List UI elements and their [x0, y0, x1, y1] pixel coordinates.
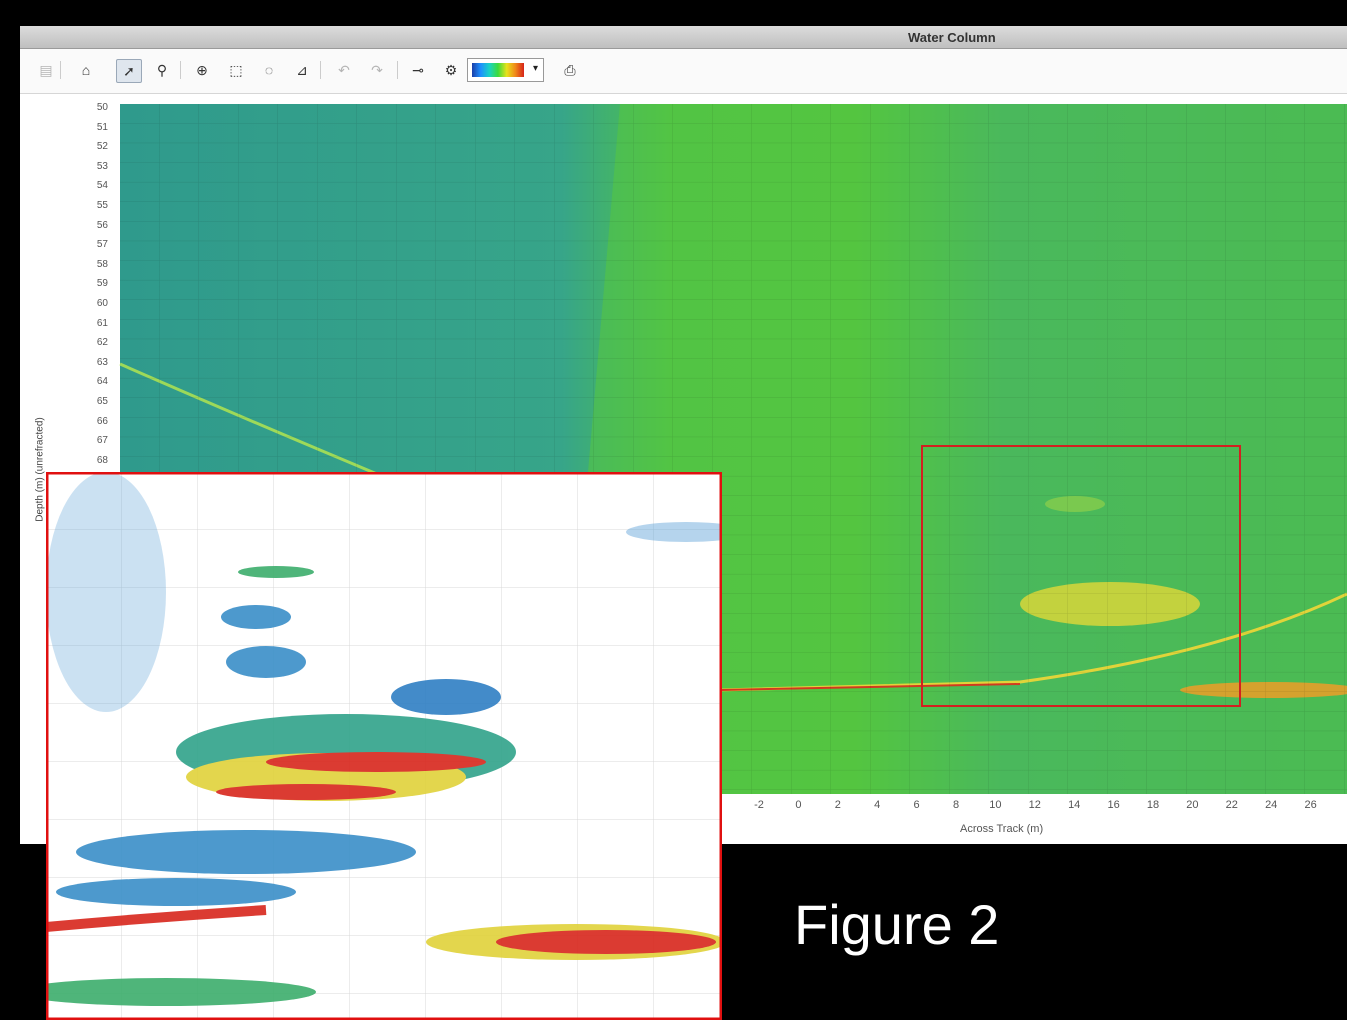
x-tick-label: 8 [952, 799, 960, 811]
colormap-swatch [472, 63, 524, 77]
redo-icon[interactable]: ↷ [371, 61, 383, 78]
water-column-plot[interactable]: Depth (m) (unrefracted) 50 51 52 53 54 55 56 57… [20, 94, 1347, 844]
y-tick-label: 54 [96, 180, 108, 192]
x-tick-label: -2 [754, 799, 764, 811]
y-tick-label: 68 [96, 454, 108, 466]
polygon-select-icon[interactable]: ⊿ [296, 61, 308, 78]
home-icon[interactable]: ⌂ [81, 62, 91, 78]
y-tick-label: 60 [96, 298, 108, 309]
y-tick-label: 51 [96, 121, 108, 133]
x-tick-label: 12 [1028, 799, 1041, 811]
toolbar-separator [320, 61, 321, 79]
y-tick-label: 52 [96, 141, 108, 153]
y-tick-label: 67 [96, 435, 108, 447]
toolbar-separator [397, 61, 398, 79]
y-tick-label: 50 [96, 102, 108, 113]
water-column-window: Water Column ▾ ▤ ⌂ ➚ ⚲ ⊕ ⬚ ◌ ⊿ ↶ ↷ ⊸ ⚙ ⎙ [20, 26, 1347, 844]
x-tick-label: 10 [989, 799, 1002, 811]
x-tick-label: 24 [1265, 799, 1278, 811]
x-tick-label: 2 [834, 799, 841, 811]
y-tick-label: 61 [96, 317, 108, 329]
y-tick-label: 53 [96, 160, 108, 172]
point-tool-icon[interactable]: ⊸ [412, 61, 424, 78]
title-bar: Water Column [20, 26, 1347, 49]
x-tick-label: 20 [1186, 799, 1199, 811]
y-tick-label: 57 [96, 239, 108, 251]
save-icon[interactable]: ▤ [39, 61, 53, 78]
y-tick-label: 62 [96, 337, 108, 349]
y-tick-label: 58 [96, 258, 108, 270]
zoom-in-icon[interactable]: ⊕ [196, 61, 208, 78]
x-tick-label: 22 [1225, 799, 1238, 811]
x-tick-label: 6 [913, 799, 920, 811]
x-tick-label: 14 [1068, 799, 1081, 811]
search-icon[interactable]: ⚲ [156, 61, 168, 78]
toolbar-separator [60, 61, 61, 79]
y-tick-label: 66 [96, 415, 108, 427]
y-tick-label: 56 [96, 219, 108, 231]
chevron-down-icon: ▾ [532, 63, 538, 74]
lasso-icon[interactable]: ◌ [264, 62, 274, 78]
zoomed-inset [46, 472, 722, 1020]
x-tick-label: 4 [874, 799, 881, 811]
pointer-icon[interactable]: ➚ [116, 59, 142, 83]
toolbar: ▾ ▤ ⌂ ➚ ⚲ ⊕ ⬚ ◌ ⊿ ↶ ↷ ⊸ ⚙ ⎙ [20, 49, 1347, 94]
x-axis-label: Across Track (m) [960, 823, 1044, 835]
x-tick-label: 0 [795, 799, 802, 811]
window-title: Water Column [908, 30, 996, 45]
y-tick-label: 63 [96, 356, 108, 368]
sonar-image [119, 104, 1347, 794]
figure-caption: Figure 2 [794, 893, 1000, 956]
x-tick-label: 16 [1107, 799, 1120, 811]
undo-icon[interactable]: ↶ [338, 61, 350, 78]
y-tick-label: 65 [96, 396, 108, 407]
y-axis-label: Depth (m) (unrefracted) [34, 417, 46, 522]
colormap-dropdown[interactable]: ▾ [467, 58, 544, 82]
x-tick-label: 26 [1304, 799, 1317, 811]
x-tick-label: 18 [1146, 799, 1160, 811]
y-tick-label: 55 [96, 200, 108, 211]
highlight-box [921, 445, 1241, 707]
export-icon[interactable]: ⎙ [564, 61, 576, 78]
rect-select-icon[interactable]: ⬚ [229, 61, 243, 78]
toolbar-separator [180, 61, 181, 79]
settings-icon[interactable]: ⚙ [444, 61, 458, 78]
y-tick-label: 64 [96, 376, 108, 388]
y-tick-label: 59 [96, 278, 108, 290]
